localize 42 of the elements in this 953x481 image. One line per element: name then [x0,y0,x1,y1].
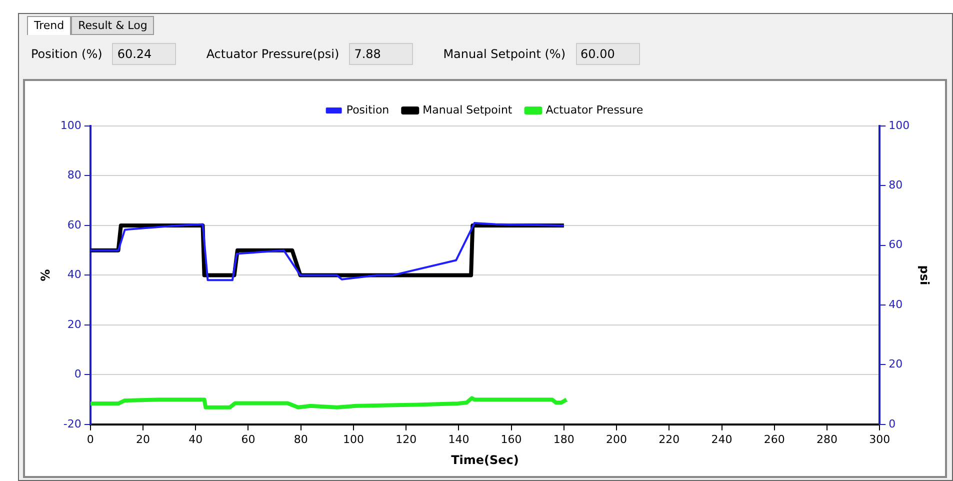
x-tick-label: 60 [241,432,256,446]
legend-label: Position [346,103,390,116]
x-tick-label: 140 [448,432,470,446]
text: 60.00 [576,43,640,65]
x-tick-label: 280 [816,432,838,446]
text: 7.88 [349,43,414,65]
x-tick-label: 200 [606,432,628,446]
x-tick-label: 20 [136,432,150,446]
text: 60.24 [112,43,176,65]
x-tick-label: 100 [342,432,364,446]
x-tick-label: 0 [86,432,94,446]
y-tick-label: 100 [60,118,82,132]
x-tick-label: 160 [500,432,522,446]
x-tick-label: 80 [294,432,308,446]
y2-tick-label: 20 [888,358,903,371]
y2-tick-label: 40 [888,298,903,311]
y2-tick-label: 0 [888,417,896,430]
text: Position (%) [31,47,102,61]
y-axis-title: % [38,269,52,282]
x-tick-label: 260 [764,432,785,446]
x-tick-label: 240 [711,432,732,446]
y2-tick-label: 100 [888,118,910,132]
y2-tick-label: 60 [888,238,903,252]
legend-label: Manual Setpoint [422,103,513,116]
legend-label: Actuator Pressure [546,103,644,116]
y-tick-label: 20 [67,318,82,331]
y-tick-label: 40 [67,268,82,282]
y2-axis-title: psi [918,265,932,286]
x-tick-label: 40 [188,432,203,446]
y-tick-label: 80 [67,168,82,182]
text: Actuator Pressure(psi) [206,47,340,61]
x-tick-label: 120 [396,432,417,446]
text: Result & Log [71,16,154,35]
x-tick-label: 300 [869,432,890,446]
x-tick-label: 180 [553,432,574,446]
text: Manual Setpoint (%) [443,47,566,61]
y-tick-label: 0 [74,368,82,381]
y-tick-label: -20 [63,417,82,430]
y-tick-label: 60 [67,218,82,232]
x-axis-title: Time(Sec) [451,452,519,467]
x-tick-label: 220 [658,432,680,446]
y2-tick-label: 80 [888,178,903,192]
